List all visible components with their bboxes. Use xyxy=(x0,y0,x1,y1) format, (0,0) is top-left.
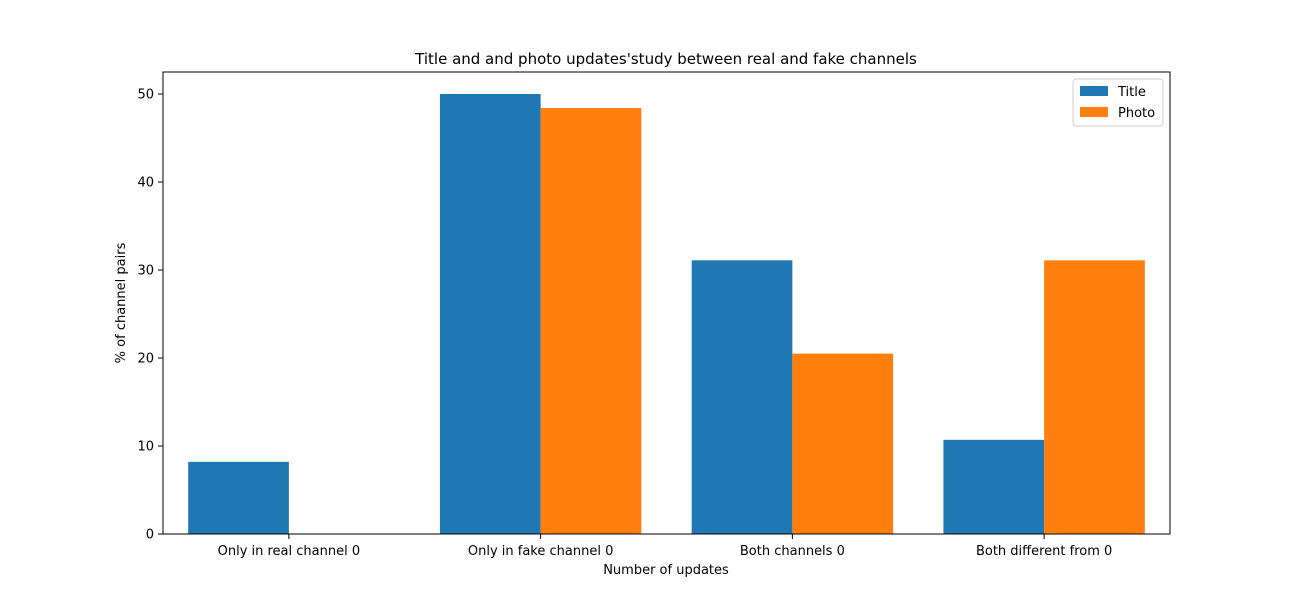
y-tick-label: 40 xyxy=(137,176,154,191)
y-tick-label: 0 xyxy=(146,528,154,543)
x-tick-label: Both different from 0 xyxy=(976,544,1112,559)
x-tick-label: Only in real channel 0 xyxy=(218,544,361,559)
plot-frame xyxy=(162,71,1171,535)
bar-photo-1 xyxy=(540,108,642,534)
x-axis-label: Number of updates xyxy=(603,563,729,578)
bar-title-2 xyxy=(691,260,793,534)
axes-layer: 0 10 20 30 40 50 Only in real channel 0 Only in… xyxy=(137,71,1171,559)
y-axis-label: % of channel pairs xyxy=(114,242,129,363)
y-tick-label: 30 xyxy=(137,264,154,279)
bar-title-1 xyxy=(439,94,541,534)
bar-title-0 xyxy=(188,461,289,534)
bar-title-3 xyxy=(943,439,1045,534)
legend-swatch-photo xyxy=(1080,107,1108,117)
y-tick-label: 10 xyxy=(137,440,154,455)
bar-photo-3 xyxy=(1044,260,1145,534)
x-tick-label: Both channels 0 xyxy=(740,544,845,559)
legend-swatch-title xyxy=(1080,86,1108,96)
chart-title: Title and and photo updates'study betwee… xyxy=(414,50,917,68)
bar-photo-2 xyxy=(792,353,894,534)
legend: Title Photo xyxy=(1072,78,1164,127)
bars-layer xyxy=(188,94,1145,534)
y-tick-label: 20 xyxy=(137,352,154,367)
legend-label-photo: Photo xyxy=(1118,106,1155,121)
legend-label-title: Title xyxy=(1117,85,1146,100)
y-tick-label: 50 xyxy=(137,88,154,103)
x-tick-label: Only in fake channel 0 xyxy=(468,544,613,559)
